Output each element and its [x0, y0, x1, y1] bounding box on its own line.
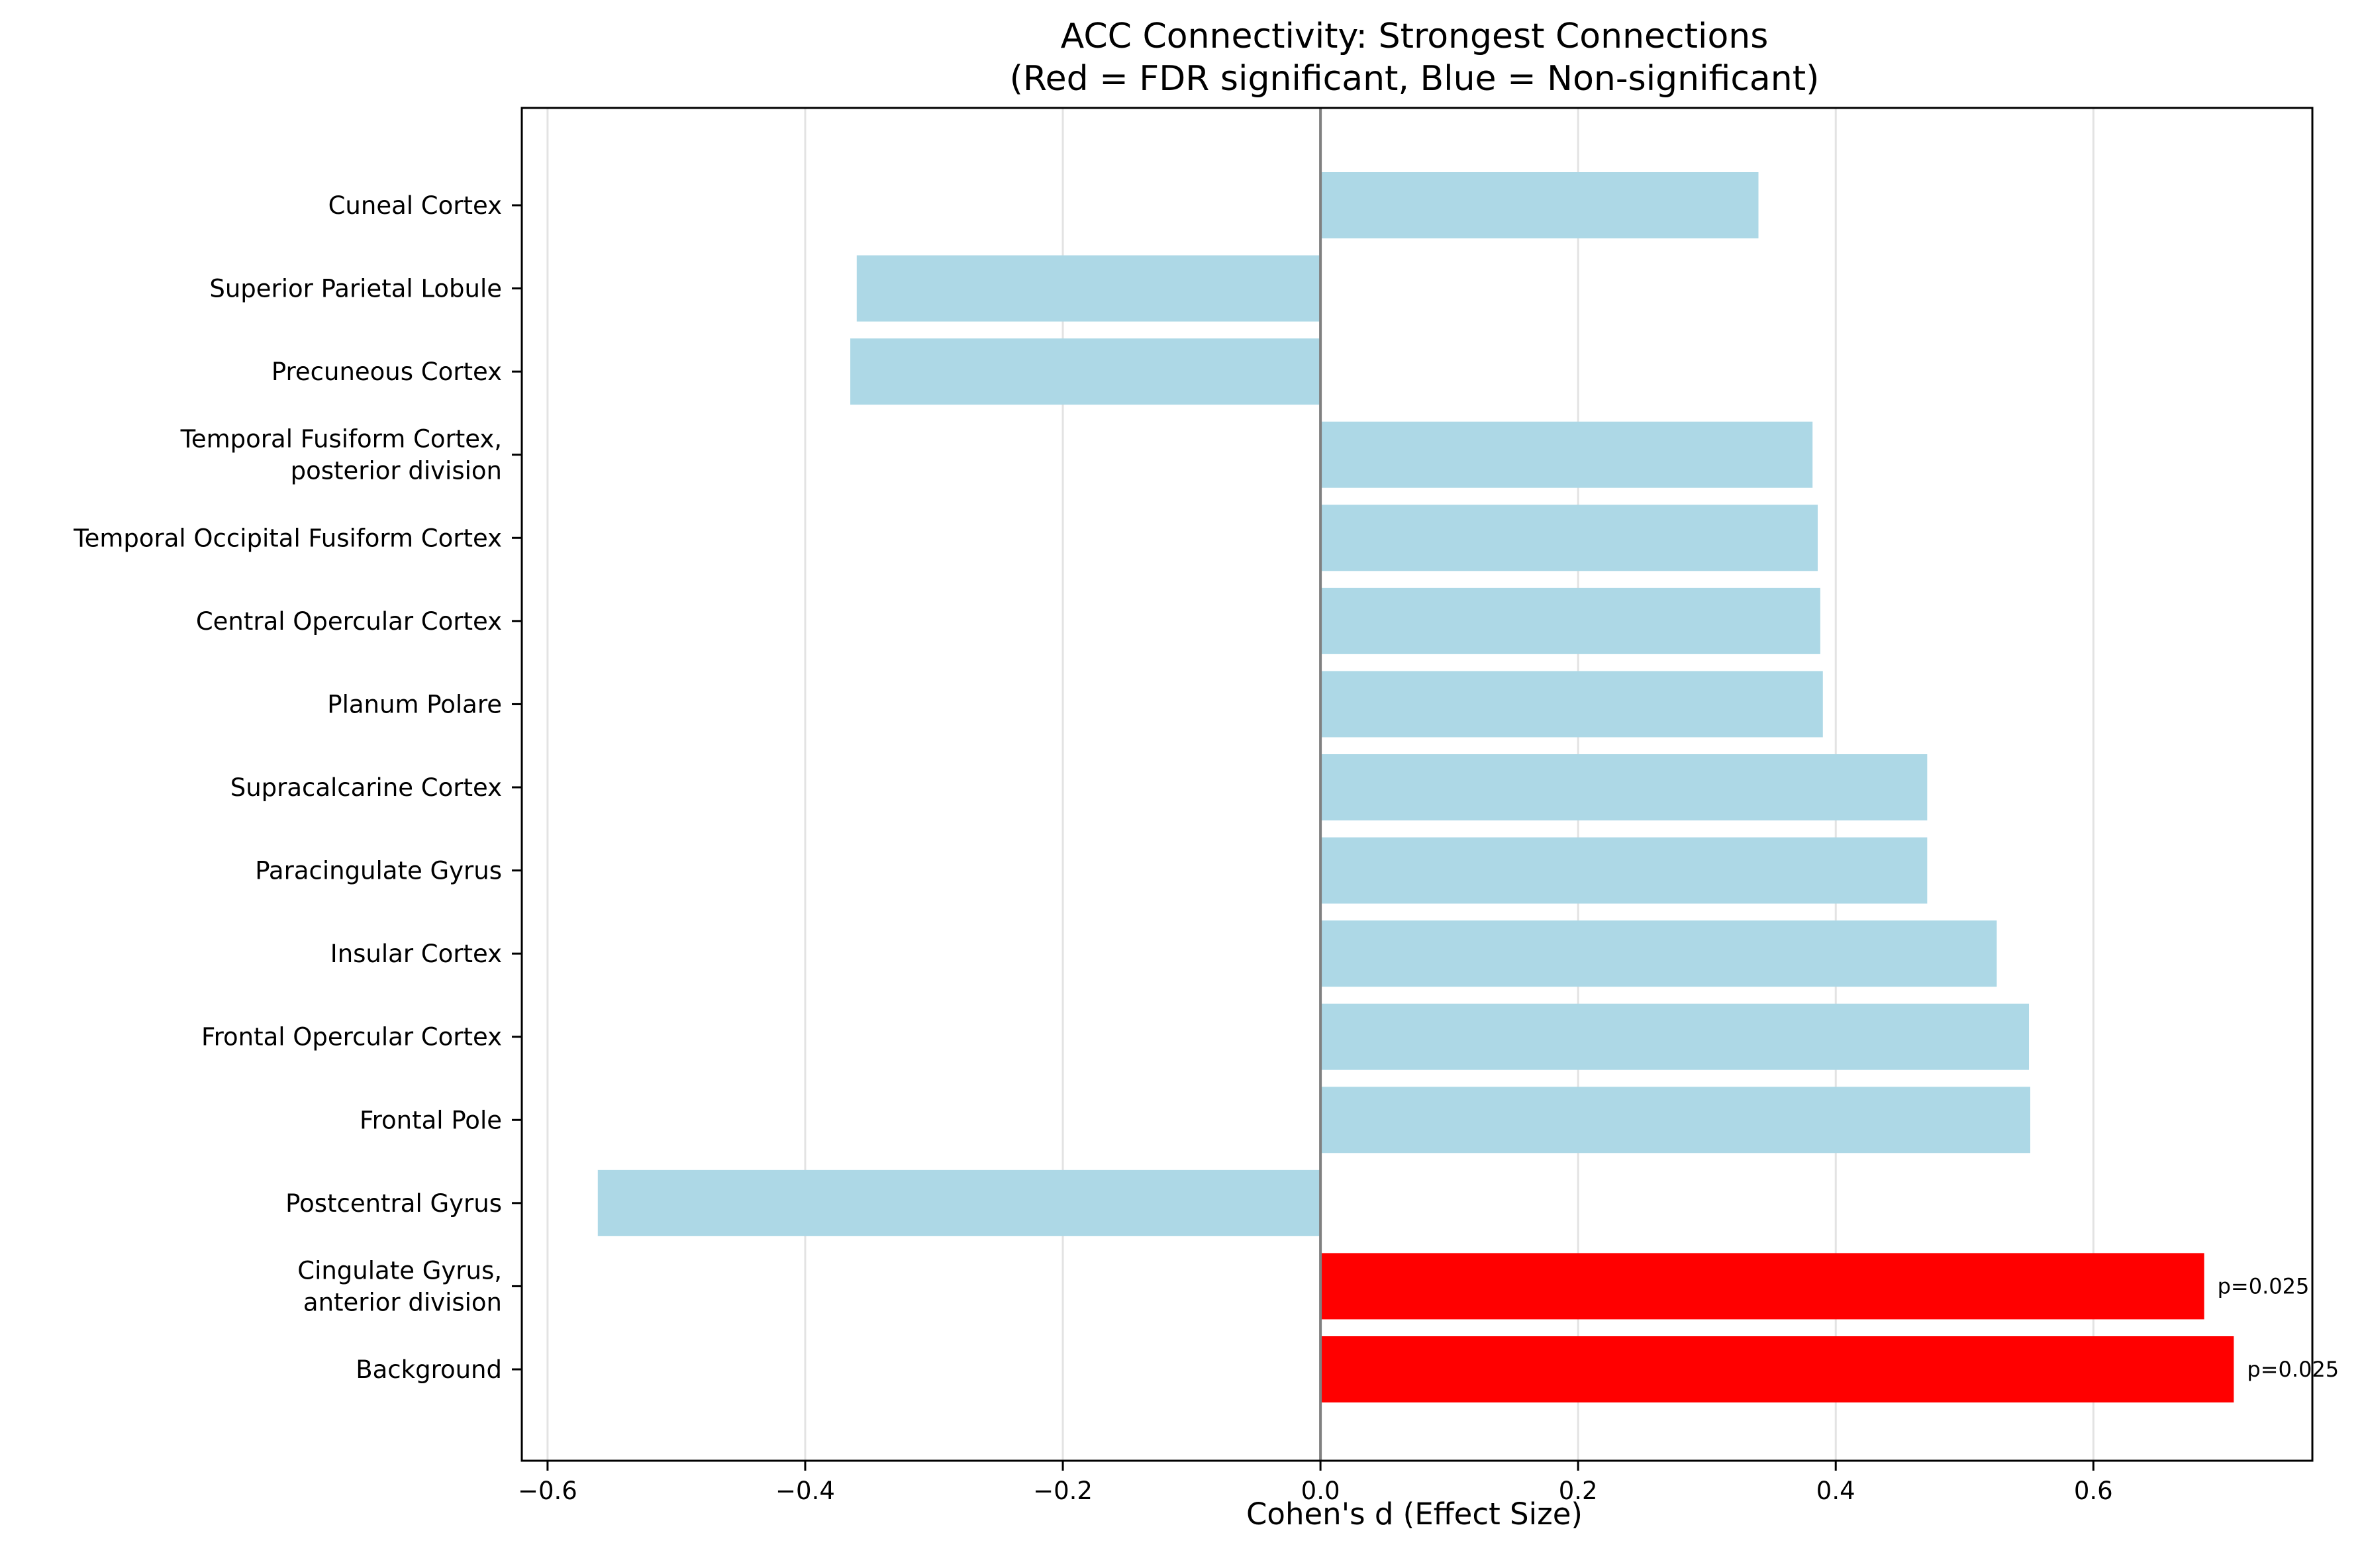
bar — [1320, 920, 1997, 987]
y-tick-label: Background — [356, 1355, 502, 1384]
bar — [1320, 1253, 2204, 1320]
y-tick-label: Insular Cortex — [330, 940, 502, 968]
y-tick-label: Supracalcarine Cortex — [230, 773, 502, 802]
x-tick-label: 0.4 — [1816, 1477, 1855, 1505]
y-tick-label-line: anterior division — [303, 1288, 502, 1316]
bar — [1320, 671, 1823, 738]
bar — [856, 255, 1321, 322]
y-tick-label: Cuneal Cortex — [328, 191, 502, 220]
bar — [1320, 754, 1928, 820]
y-tick-label-line: Temporal Occipital Fusiform Cortex — [73, 524, 502, 552]
y-tick-label-line: Central Opercular Cortex — [196, 607, 502, 636]
y-tick-label: Frontal Pole — [360, 1106, 502, 1134]
bar — [1320, 505, 1818, 571]
y-tick-label: Postcentral Gyrus — [285, 1189, 502, 1218]
y-tick-label-line: Supracalcarine Cortex — [230, 773, 502, 802]
p-value-annotation: p=0.025 — [2247, 1357, 2339, 1382]
bar — [1320, 421, 1813, 488]
bar — [1320, 1336, 2234, 1402]
y-tick-label-line: Insular Cortex — [330, 940, 502, 968]
x-tick-label: 0.0 — [1301, 1477, 1340, 1505]
y-tick-label-line: Frontal Pole — [360, 1106, 502, 1134]
y-tick-label-line: Cingulate Gyrus, — [297, 1256, 502, 1285]
bar — [850, 338, 1321, 405]
y-tick-label-line: Planum Polare — [327, 690, 502, 718]
y-tick-label-line: Background — [356, 1355, 502, 1384]
y-tick-label: Precuneous Cortex — [271, 358, 502, 386]
chart-title: ACC Connectivity: Strongest Connections — [1061, 17, 1769, 56]
y-tick-label: Paracingulate Gyrus — [255, 857, 502, 885]
bar — [1320, 837, 1928, 904]
plot-frame — [520, 107, 2314, 1462]
y-tick-label: Frontal Opercular Cortex — [201, 1023, 502, 1052]
bar — [1320, 172, 1759, 238]
x-axis-label: Cohen's d (Effect Size) — [1246, 1496, 1583, 1532]
p-value-annotation: p=0.025 — [2218, 1273, 2310, 1298]
bars — [597, 172, 2234, 1402]
y-tick-label: Central Opercular Cortex — [196, 607, 502, 636]
bar — [1320, 1087, 2030, 1153]
bar-annotations: p=0.025 p=0.025 — [2218, 1273, 2339, 1382]
bar — [597, 1169, 1321, 1236]
chart-subtitle: (Red = FDR significant, Blue = Non-signi… — [1010, 59, 1820, 99]
y-tick-label-line: Postcentral Gyrus — [285, 1189, 502, 1218]
x-tick-label: −0.6 — [518, 1477, 577, 1505]
x-tick-label: −0.4 — [775, 1477, 835, 1505]
y-axis-ticks: Cuneal Cortex Superior Parietal Lobule Pre… — [73, 191, 522, 1384]
x-tick-label: 0.2 — [1559, 1477, 1598, 1505]
x-tick-label: −0.2 — [1033, 1477, 1093, 1505]
y-tick-label-line: Paracingulate Gyrus — [255, 857, 502, 885]
x-tick-label: 0.6 — [2074, 1477, 2113, 1505]
bar — [1320, 1003, 2030, 1070]
x-axis-ticks: −0.6 −0.4 −0.2 0.0 0.2 0.4 0.6 — [518, 1461, 2113, 1505]
y-tick-label-line: Temporal Fusiform Cortex, — [180, 425, 502, 454]
y-tick-label-line: Precuneous Cortex — [271, 358, 502, 386]
bar — [1320, 587, 1820, 654]
y-tick-label: Planum Polare — [327, 690, 502, 718]
y-tick-label-line: Cuneal Cortex — [328, 191, 502, 220]
y-tick-label-line: posterior division — [291, 457, 502, 485]
y-tick-label-line: Frontal Opercular Cortex — [201, 1023, 502, 1052]
y-tick-label: Superior Parietal Lobule — [209, 275, 502, 303]
y-tick-label: Temporal Fusiform Cortex, posterior divis… — [180, 425, 502, 485]
y-tick-label-line: Superior Parietal Lobule — [209, 275, 502, 303]
y-tick-label: Cingulate Gyrus, anterior division — [297, 1256, 502, 1316]
y-tick-label: Temporal Occipital Fusiform Cortex — [73, 524, 502, 552]
